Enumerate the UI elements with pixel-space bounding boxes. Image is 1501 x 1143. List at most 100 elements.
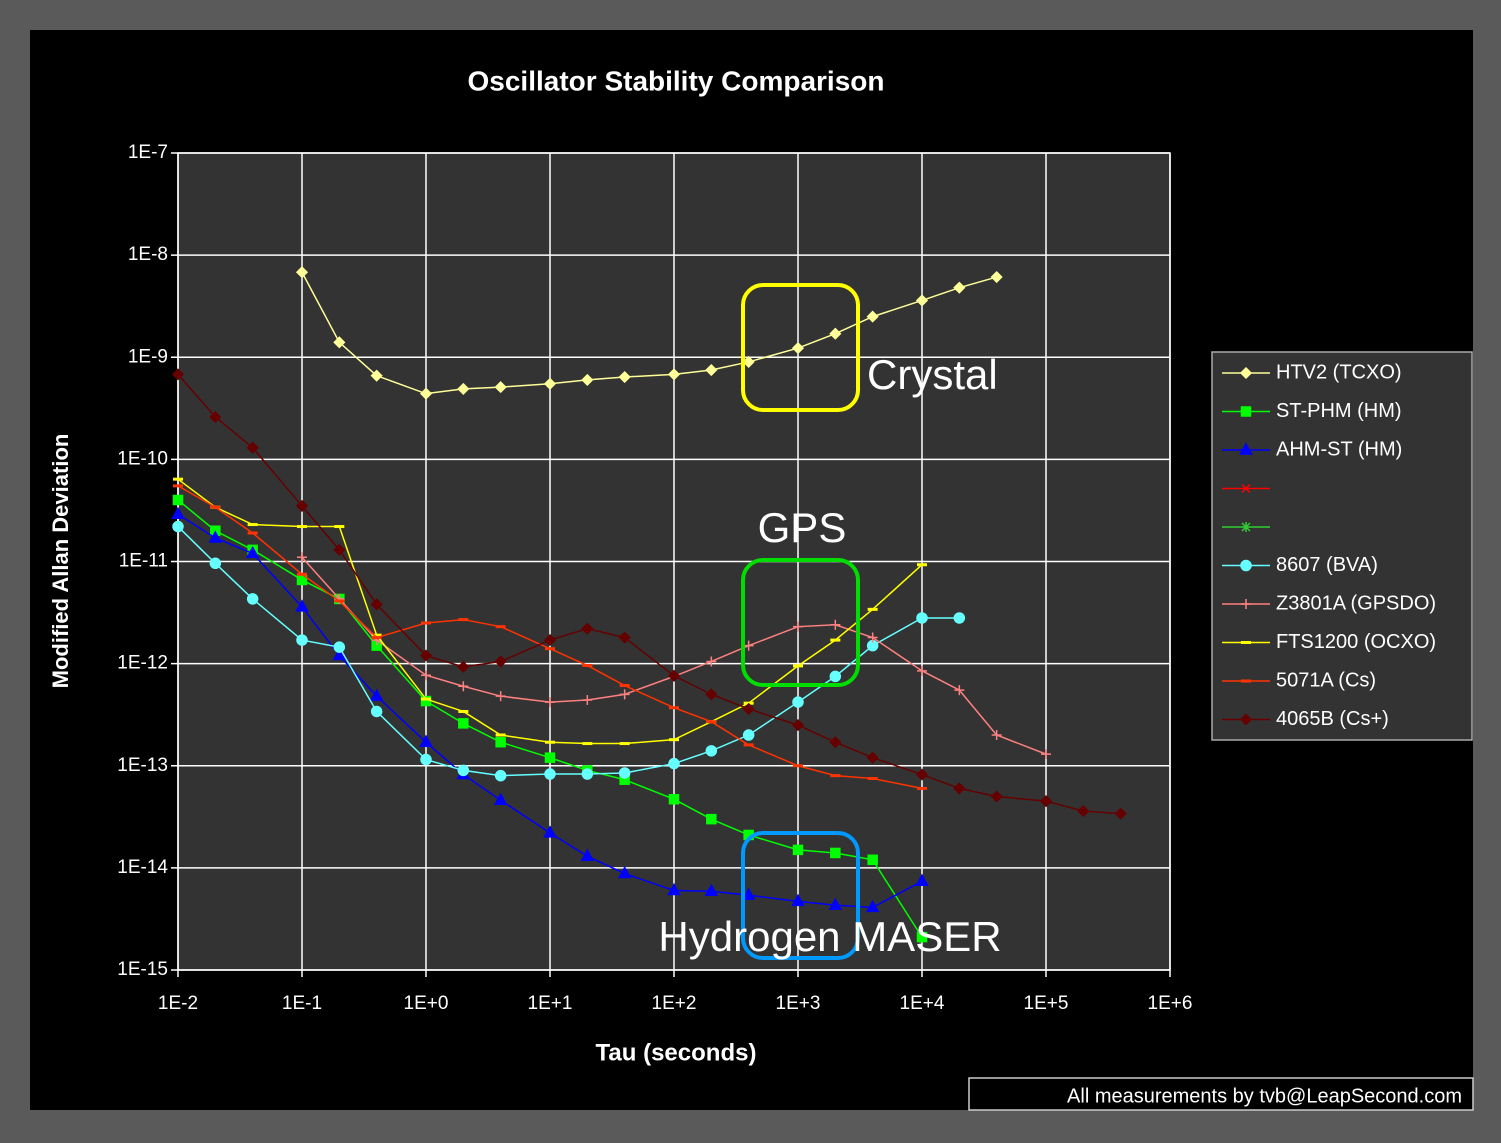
point — [544, 768, 556, 780]
point — [295, 266, 309, 279]
point — [333, 641, 346, 653]
series-line — [301, 271, 997, 395]
footer: All measurements by tvb@LeapSecond.com — [1067, 1085, 1462, 1107]
series-line — [177, 373, 1121, 815]
point — [829, 670, 842, 683]
annotation: Crystal — [867, 351, 998, 398]
point — [171, 506, 185, 520]
legend — [1211, 351, 1473, 741]
point — [915, 294, 929, 307]
x-axis-label: Tau (seconds) — [596, 1039, 757, 1066]
point — [457, 764, 470, 777]
point — [543, 377, 557, 390]
legend-label: Z3801A (GPSDO) — [1276, 592, 1436, 614]
point — [619, 689, 630, 700]
legend-label: FTS1200 (OCXO) — [1276, 631, 1436, 653]
point — [867, 854, 878, 866]
plot-border — [177, 152, 1171, 971]
point — [791, 893, 805, 907]
point — [618, 370, 631, 384]
point — [742, 702, 755, 715]
point — [543, 634, 557, 647]
y-tick-label: 1E-9 — [128, 346, 168, 367]
legend-label: ST-PHM (HM) — [1276, 400, 1402, 422]
y-tick-label: 1E-14 — [117, 857, 168, 878]
point — [954, 685, 965, 696]
point — [667, 368, 681, 381]
point — [245, 545, 260, 559]
point — [1241, 522, 1251, 532]
point — [830, 847, 841, 859]
callout-box — [741, 831, 860, 960]
point — [420, 753, 432, 766]
x-tick-label: 1E+0 — [404, 993, 449, 1014]
point — [704, 883, 719, 897]
point — [333, 336, 346, 349]
point — [458, 718, 469, 729]
y-tick-label: 1E-10 — [117, 448, 168, 469]
x-tick-label: 1E+4 — [900, 993, 945, 1014]
point — [618, 767, 631, 779]
point — [1114, 807, 1127, 820]
point — [171, 368, 185, 381]
point — [495, 736, 506, 748]
legend-label: 4065B (Cs+) — [1276, 708, 1389, 730]
point — [953, 782, 966, 795]
point — [1239, 366, 1253, 380]
y-axis-label: Modified Allan Deviation — [48, 434, 73, 689]
point — [494, 381, 507, 394]
point — [742, 355, 755, 368]
point — [246, 441, 259, 454]
point — [915, 873, 929, 886]
series-line — [177, 525, 960, 777]
point — [792, 844, 804, 856]
point — [668, 793, 680, 805]
point — [793, 621, 803, 632]
point — [581, 622, 594, 635]
point — [916, 931, 928, 943]
point — [917, 665, 927, 676]
point — [742, 729, 755, 741]
point — [172, 494, 184, 506]
legend-label: HTV2 (TCXO) — [1276, 361, 1402, 383]
point — [741, 887, 756, 900]
legend-label: AHM-ST (HM) — [1276, 438, 1402, 460]
legend-label: 5071A (Cs) — [1276, 669, 1376, 691]
point — [545, 697, 555, 708]
point — [208, 530, 223, 543]
point — [209, 410, 222, 424]
point — [990, 270, 1003, 284]
point — [419, 387, 433, 400]
point — [493, 792, 508, 805]
point — [297, 552, 307, 563]
point — [916, 612, 928, 624]
y-tick-label: 1E-12 — [117, 653, 168, 674]
point — [791, 719, 805, 732]
point — [791, 342, 805, 355]
point — [419, 734, 433, 747]
point — [1241, 483, 1251, 494]
point — [333, 543, 346, 556]
point — [543, 825, 557, 838]
point — [421, 670, 431, 681]
point — [582, 695, 593, 706]
y-tick-label: 1E-13 — [117, 755, 168, 776]
point — [1240, 559, 1252, 572]
y-tick-label: 1E-7 — [128, 142, 168, 163]
callout-box — [741, 283, 860, 412]
point — [792, 696, 804, 708]
point — [581, 768, 594, 780]
point — [667, 669, 681, 682]
point — [296, 634, 308, 646]
point — [705, 363, 718, 377]
point — [580, 848, 595, 861]
point — [246, 593, 259, 605]
x-tick-label: 1E+2 — [652, 993, 697, 1014]
y-tick-label: 1E-8 — [128, 244, 168, 265]
point — [544, 752, 556, 763]
annotation: Hydrogen MASER — [658, 913, 1001, 960]
point — [828, 897, 843, 911]
point — [743, 640, 754, 651]
point — [1241, 599, 1251, 609]
callout-box — [741, 558, 860, 687]
